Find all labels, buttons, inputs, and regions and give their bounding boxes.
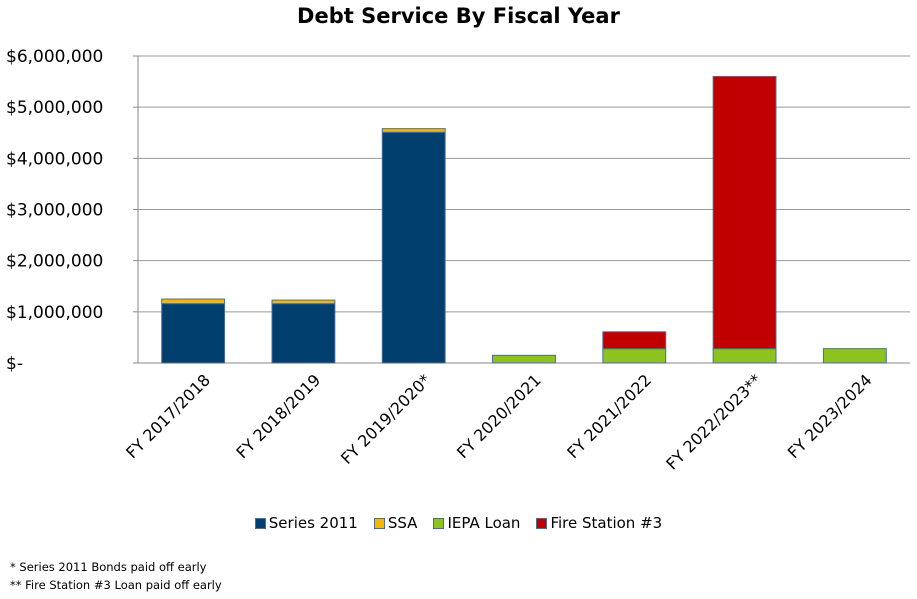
bar-segment [492,354,556,364]
gridlines [133,55,910,364]
y-tick-label: $3,000,000 [6,201,103,221]
legend-label: Fire Station #3 [550,514,663,532]
y-tick-label: $1,000,000 [6,303,103,323]
y-axis-ticks: $- $1,000,000 $2,000,000 $3,000,000 $4,000,0… [6,47,103,374]
legend-swatch [254,517,266,529]
y-tick-label: $2,000,000 [6,252,103,272]
x-axis-ticks: FY 2017/2018 FY 2018/2019 FY 2019/2020* FY … [122,370,876,473]
legend-item: SSA [373,514,418,532]
bar-segment [602,348,667,364]
legend-label: IEPA Loan [447,514,521,532]
legend-item: Fire Station #3 [536,514,662,532]
bar-segment [602,331,667,350]
x-tick-label: FY 2018/2019 [232,370,324,462]
bars [161,75,887,364]
legend-swatch [433,517,445,529]
x-tick-label: FY 2022/2023** [662,370,765,473]
bar-segment [712,348,777,364]
chart-title: Debt Service By Fiscal Year [297,4,620,28]
bar-segment [822,348,887,364]
bar-segment [271,303,336,364]
footnotes: * Series 2011 Bonds paid off early ** Fi… [10,558,222,594]
y-tick-label: $6,000,000 [6,47,103,67]
legend-item: Series 2011 [254,514,358,532]
legend: Series 2011 SSA IEPA Loan Fire Station #3 [0,514,917,532]
legend-item: IEPA Loan [433,514,520,532]
legend-swatch [373,517,385,529]
bar-segment [381,131,446,364]
x-tick-label: FY 2020/2021 [453,370,545,462]
y-tick-label: $- [6,354,23,374]
legend-swatch [536,517,548,529]
bar-segment [381,128,446,133]
bar-segment [712,75,777,350]
x-tick-label: FY 2019/2020* [337,370,435,468]
x-tick-label: FY 2021/2022 [563,370,655,462]
footnote: ** Fire Station #3 Loan paid off early [10,578,222,592]
bar-segment [161,303,226,364]
footnote: * Series 2011 Bonds paid off early [10,560,207,574]
bar-segment [161,298,226,305]
bar-segment [271,299,336,305]
legend-label: Series 2011 [268,514,358,532]
y-tick-label: $5,000,000 [6,98,103,118]
y-tick-label: $4,000,000 [6,149,103,169]
x-tick-label: FY 2017/2018 [122,370,214,462]
legend-label: SSA [387,514,418,532]
x-tick-label: FY 2023/2024 [784,370,876,462]
